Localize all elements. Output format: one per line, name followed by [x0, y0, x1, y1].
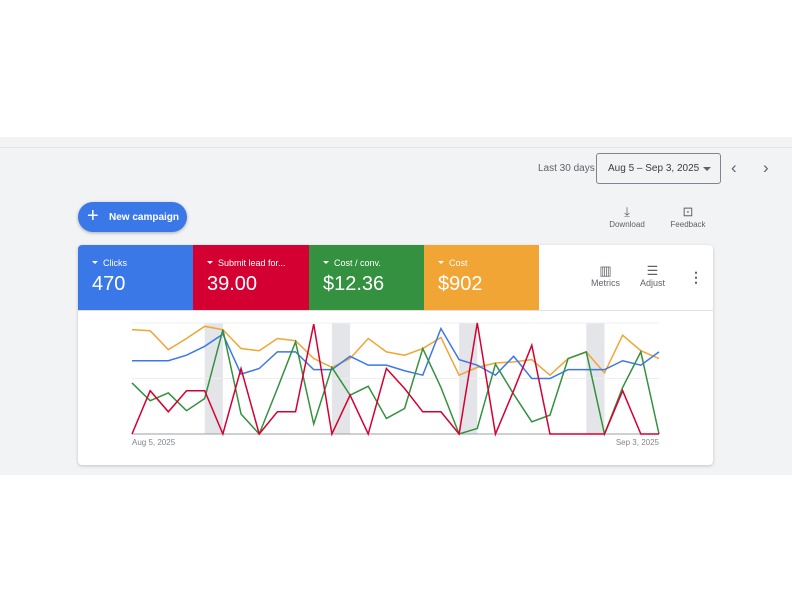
next-period-button[interactable]: ›	[763, 158, 769, 177]
divider	[78, 310, 713, 311]
scorecard-label: Clicks	[92, 258, 193, 268]
more-options-icon[interactable]: ⋮	[689, 269, 703, 285]
scorecard-label: Submit lead for...	[207, 258, 309, 268]
feedback-label: Feedback	[670, 220, 706, 229]
metrics-button[interactable]: ▥ Metrics	[591, 263, 620, 288]
x-end-label: Sep 3, 2025	[616, 438, 660, 447]
date-preset-label: Last 30 days	[538, 163, 595, 174]
series-line-submit-lead-for-	[131, 322, 659, 437]
previous-period-button[interactable]: ‹	[731, 158, 737, 177]
scorecard-label: Cost / conv.	[323, 258, 424, 268]
add-chart-icon: ▥	[599, 263, 612, 278]
scorecard-label: Cost	[438, 258, 539, 268]
scorecard-value: 470	[92, 273, 126, 295]
scorecard-clicks[interactable]: Clicks 470	[78, 245, 193, 310]
scorecard-value: $902	[438, 273, 483, 295]
scorecard-value: 39.00	[207, 273, 258, 295]
new-campaign-button[interactable]: + New campaign	[78, 202, 187, 232]
new-campaign-label: New campaign	[109, 212, 180, 223]
download-icon: ⤓	[624, 204, 630, 219]
metrics-label: Metrics	[591, 278, 620, 288]
feedback-button[interactable]: ⊡ Feedback	[663, 204, 713, 229]
date-range-selector[interactable]: Aug 5 – Sep 3, 2025	[596, 153, 721, 184]
download-label: Download	[609, 220, 645, 229]
date-range-value: Aug 5 – Sep 3, 2025	[608, 163, 700, 174]
series-line-clicks	[132, 326, 660, 380]
adjust-label: Adjust	[640, 278, 666, 288]
x-start-label: Aug 5, 2025	[132, 438, 176, 447]
scorecard-cost[interactable]: Cost $902	[424, 245, 539, 310]
adjust-button[interactable]: ☰ Adjust	[640, 263, 665, 288]
feedback-icon: ⊡	[682, 204, 694, 219]
plus-icon: +	[87, 205, 99, 227]
dropdown-caret-icon	[703, 167, 711, 171]
performance-chart: Aug 5, 2025 Sep 3, 2025	[131, 322, 660, 447]
scorecard-value: $12.36	[323, 273, 385, 295]
performance-card: Clicks 470 Submit lead for... 39.00 Cost /…	[78, 245, 713, 465]
download-button[interactable]: ⤓ Download	[602, 204, 652, 229]
series-line-cost-conv-	[131, 329, 660, 437]
scorecard-submit-lead[interactable]: Submit lead for... 39.00	[193, 245, 309, 310]
divider	[0, 147, 792, 148]
scorecard-cost-per-conv[interactable]: Cost / conv. $12.36	[309, 245, 424, 310]
tune-icon: ☰	[646, 263, 659, 278]
